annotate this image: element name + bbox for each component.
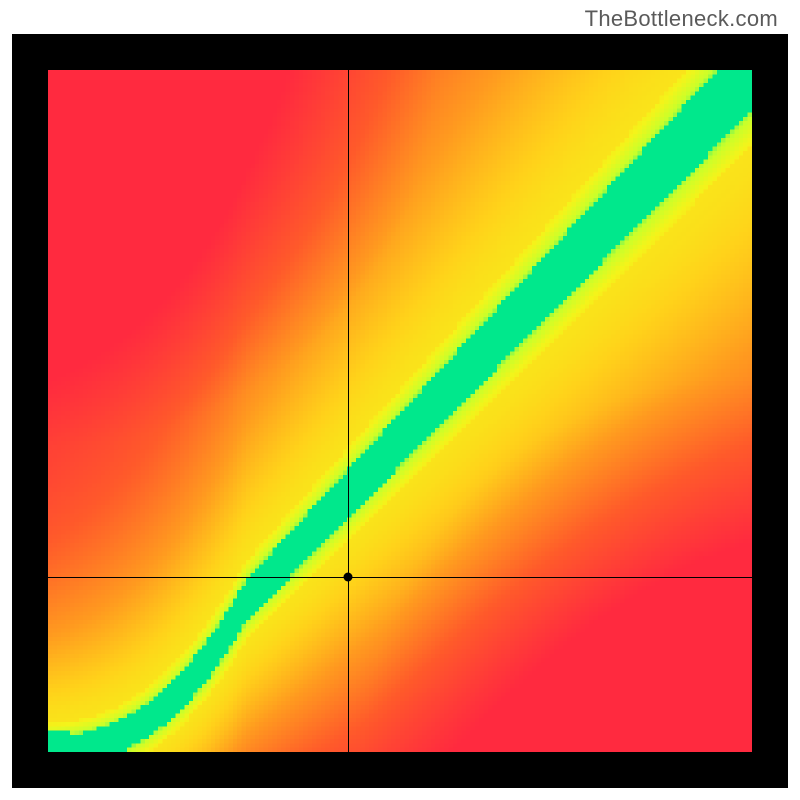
data-point-marker bbox=[343, 573, 352, 582]
chart-container: TheBottleneck.com bbox=[0, 0, 800, 800]
heatmap-canvas bbox=[48, 70, 752, 752]
crosshair-vertical bbox=[348, 70, 349, 752]
watermark-text: TheBottleneck.com bbox=[585, 6, 778, 32]
crosshair-horizontal bbox=[48, 577, 752, 578]
plot-area bbox=[48, 70, 752, 752]
plot-outer-frame bbox=[12, 34, 788, 788]
